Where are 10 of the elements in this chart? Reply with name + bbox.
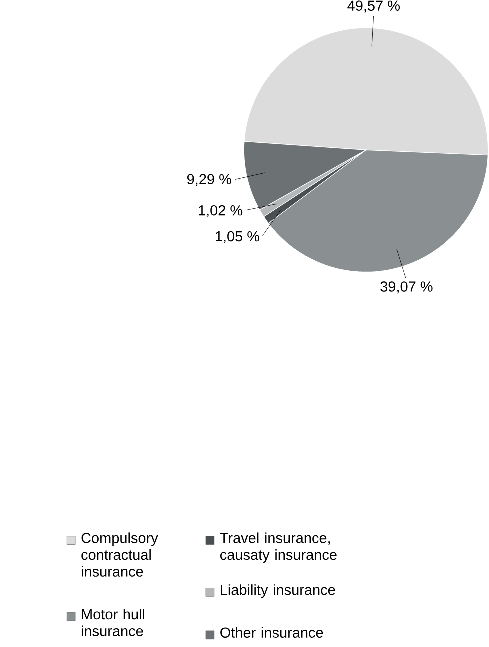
data-label: 39,07 % (380, 282, 433, 294)
data-label: 9,29 % (188, 174, 232, 186)
data-label: 1,05 % (216, 231, 260, 244)
legend-label: Travel insurance, causaty insurance (220, 532, 338, 563)
legend-label: Other insurance (220, 627, 324, 638)
data-label: 49,57 % (348, 0, 400, 13)
legend-label: Liability insurance (221, 584, 336, 598)
data-label: 1,02 % (199, 205, 243, 218)
legend-label: Compulsory contractual insurance (82, 532, 159, 577)
legend-label: Motor hull insurance (82, 609, 145, 636)
